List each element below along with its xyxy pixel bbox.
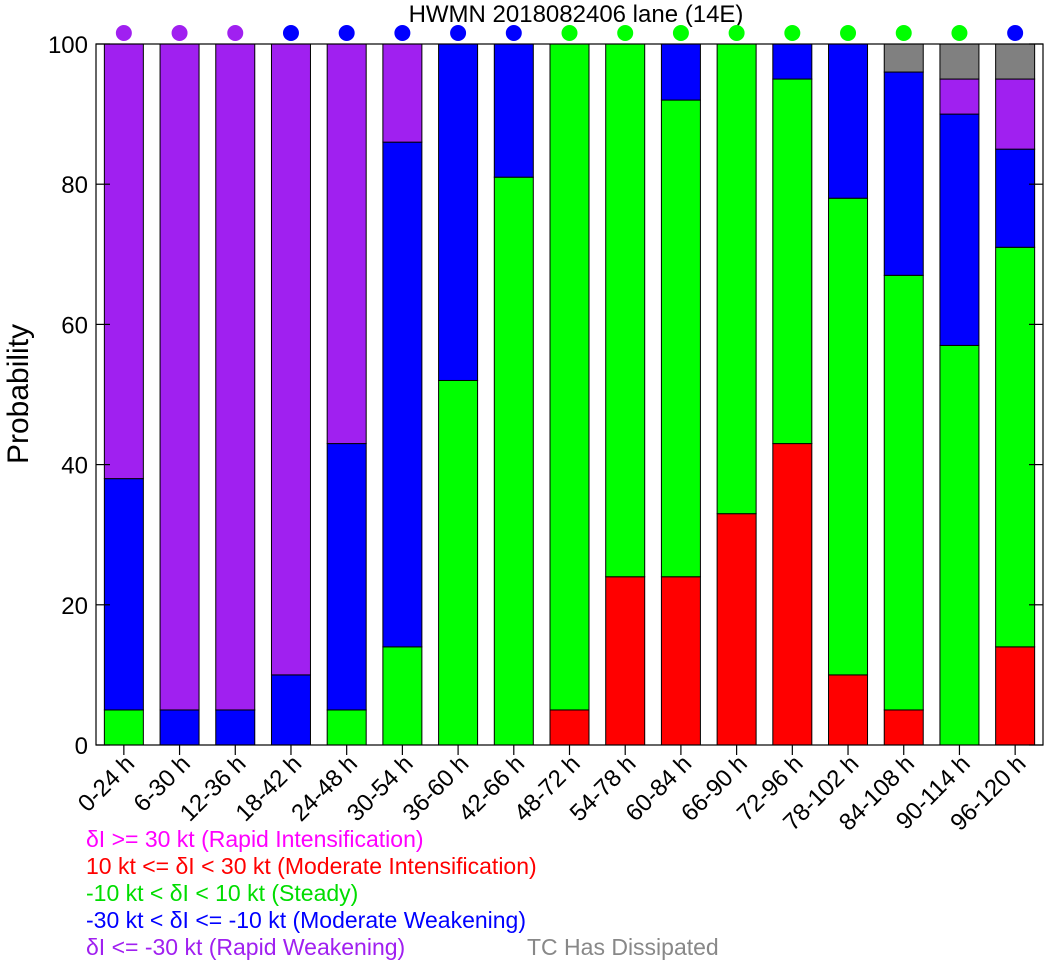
top-marker <box>171 25 188 41</box>
bar-segment-moderate_intensification <box>660 576 701 746</box>
bar-segment-moderate_weakening <box>103 478 144 711</box>
chart-title: HWMN 2018082406 lane (14E) <box>409 1 744 28</box>
y-tick-label: 80 <box>61 172 88 199</box>
bar-segment-moderate_weakening <box>438 43 479 381</box>
y-tick-label: 60 <box>61 312 88 339</box>
bar-segment-dissipated <box>939 43 980 80</box>
bar-segment-steady <box>883 274 924 711</box>
top-marker <box>1007 25 1024 41</box>
bar-segment-moderate_intensification <box>828 674 869 746</box>
bar-segment-steady <box>660 99 701 578</box>
top-marker <box>784 25 801 41</box>
bar-segment-steady <box>382 646 423 746</box>
bar-segment-moderate_intensification <box>605 576 646 746</box>
bar-segment-moderate_weakening <box>270 674 311 746</box>
bar-segment-moderate_intensification <box>883 709 924 746</box>
bar-segment-steady <box>772 78 813 445</box>
bar-segment-moderate_intensification <box>549 709 590 746</box>
top-marker <box>840 25 857 41</box>
bar-segment-steady <box>438 379 479 746</box>
bar-segment-dissipated <box>883 43 924 73</box>
bar-segment-steady <box>605 43 646 578</box>
bar-segment-moderate_weakening <box>939 113 980 346</box>
bars-group <box>103 43 1036 746</box>
y-tick-label: 40 <box>61 453 88 480</box>
bar-segment-steady <box>828 197 869 676</box>
y-tick-label: 0 <box>75 733 88 760</box>
top-marker <box>672 25 689 41</box>
top-marker <box>282 25 299 41</box>
bar-segment-rapid_weakening <box>159 43 200 711</box>
bar-segment-steady <box>493 176 534 746</box>
bar-segment-rapid_weakening <box>270 43 311 676</box>
legend-moderate-intensification: 10 kt <= δI < 30 kt (Moderate Intensific… <box>86 853 537 879</box>
legend-dissipated: TC Has Dissipated <box>527 934 719 960</box>
bar-segment-moderate_weakening <box>215 709 256 746</box>
top-marker <box>895 25 912 41</box>
bar-segment-steady <box>716 43 757 515</box>
bar-segment-moderate_intensification <box>716 513 757 746</box>
bar-segment-rapid_weakening <box>995 78 1036 150</box>
top-markers-group <box>115 25 1024 41</box>
top-marker <box>227 25 244 41</box>
bar-segment-moderate_weakening <box>326 443 367 711</box>
bar-segment-dissipated <box>995 43 1036 80</box>
bar-segment-moderate_weakening <box>660 43 701 101</box>
top-marker <box>728 25 745 41</box>
y-tick-label: 100 <box>48 32 88 59</box>
bar-segment-steady <box>995 246 1036 648</box>
bar-segment-moderate_weakening <box>772 43 813 80</box>
top-marker <box>561 25 578 41</box>
bar-segment-steady <box>103 709 144 746</box>
top-marker <box>505 25 522 41</box>
bar-segment-rapid_weakening <box>326 43 367 445</box>
legend: δI >= 30 kt (Rapid Intensification) 10 k… <box>86 826 537 961</box>
bar-segment-moderate_weakening <box>995 148 1036 248</box>
top-marker <box>951 25 968 41</box>
top-marker <box>450 25 467 41</box>
bar-segment-rapid_weakening <box>215 43 256 711</box>
top-marker <box>115 25 132 41</box>
legend-rapid-weakening: δI <= -30 kt (Rapid Weakening) <box>86 934 406 960</box>
bar-segment-rapid_weakening <box>939 78 980 115</box>
top-marker <box>617 25 634 41</box>
bar-segment-moderate_intensification <box>995 646 1036 746</box>
legend-steady: -10 kt < δI < 10 kt (Steady) <box>86 880 359 906</box>
bar-segment-steady <box>939 344 980 746</box>
legend-rapid-intensification: δI >= 30 kt (Rapid Intensification) <box>86 826 424 852</box>
bar-segment-rapid_weakening <box>382 43 423 143</box>
bar-segment-moderate_weakening <box>883 71 924 276</box>
bar-segment-rapid_weakening <box>103 43 144 480</box>
top-marker <box>338 25 355 41</box>
y-tick-label: 20 <box>61 593 88 620</box>
bar-segment-steady <box>326 709 367 746</box>
top-marker <box>394 25 411 41</box>
x-tick-label: 0-24 h <box>73 750 140 817</box>
y-axis-label: Probability <box>2 324 35 464</box>
bar-segment-moderate_weakening <box>159 709 200 746</box>
bar-segment-moderate_weakening <box>382 141 423 648</box>
legend-moderate-weakening: -30 kt < δI <= -10 kt (Moderate Weakenin… <box>86 907 527 933</box>
bar-segment-moderate_weakening <box>828 43 869 199</box>
bar-segment-steady <box>549 43 590 711</box>
bar-segment-moderate_intensification <box>772 443 813 746</box>
bar-segment-moderate_weakening <box>493 43 534 178</box>
